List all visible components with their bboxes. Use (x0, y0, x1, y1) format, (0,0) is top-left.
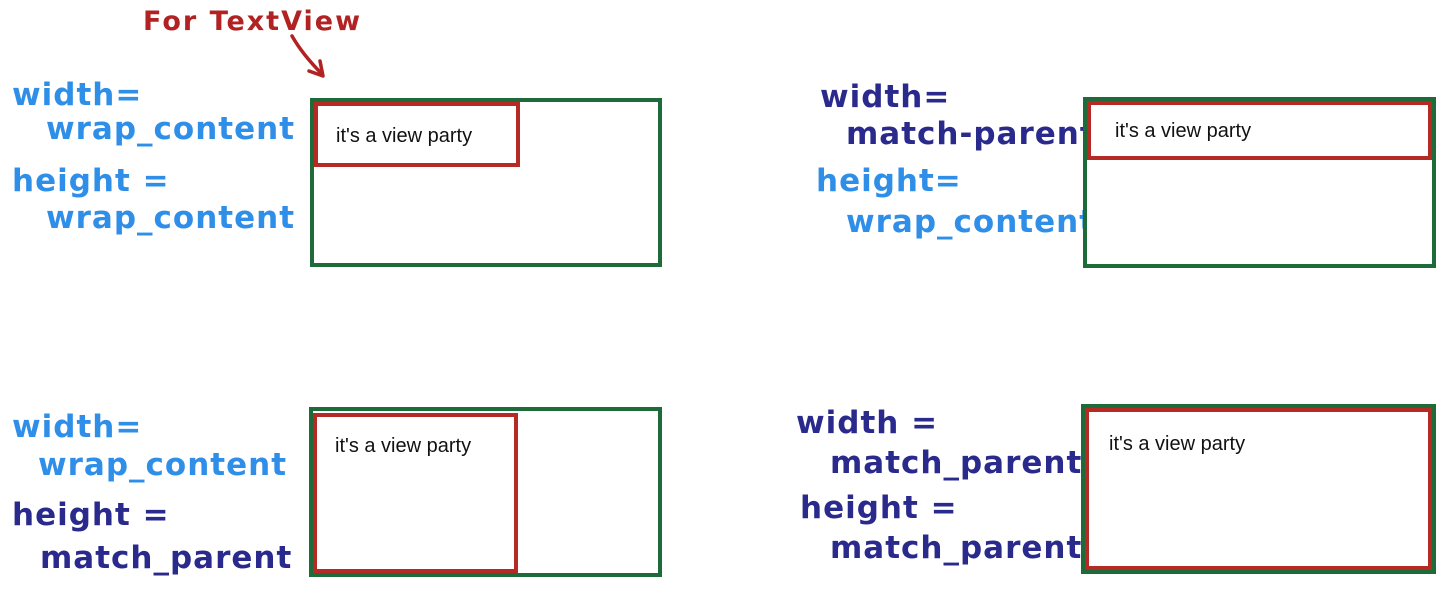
textview: it's a view party (1087, 101, 1432, 160)
textview-text: it's a view party (335, 435, 472, 457)
parent-layout: it's a view party (1081, 404, 1436, 574)
textview-text: it's a view party (1109, 433, 1246, 455)
width-label: width= (820, 79, 951, 115)
textview-text: it's a view party (336, 125, 473, 147)
textview: it's a view party (313, 413, 518, 573)
parent-layout: it's a view party (1083, 97, 1436, 268)
height-label: height= (816, 163, 962, 199)
height-value: match_parent (830, 530, 1083, 566)
width-value: match-parent (846, 116, 1096, 152)
width-value: wrap_content (38, 447, 288, 483)
height-label: height = (12, 497, 170, 533)
parent-layout: it's a view party (309, 407, 662, 577)
height-value: match_parent (40, 540, 293, 576)
height-label: height = (800, 490, 958, 526)
height-value: wrap_content (846, 204, 1096, 240)
textview: it's a view party (1085, 408, 1432, 570)
textview: it's a view party (314, 102, 520, 167)
parent-layout: it's a view party (310, 98, 662, 267)
width-label: width= (12, 409, 143, 445)
height-value: wrap_content (46, 200, 296, 236)
width-value: match_parent (830, 445, 1083, 481)
width-label: width= (12, 77, 143, 113)
annotation-for-textview: For TextView (143, 6, 363, 37)
width-label: width = (796, 405, 939, 441)
width-value: wrap_content (46, 111, 296, 147)
textview-text: it's a view party (1115, 120, 1252, 142)
height-label: height = (12, 163, 170, 199)
